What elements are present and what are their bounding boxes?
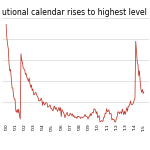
Text: utional calendar rises to highest level in s: utional calendar rises to highest level … [2,8,150,17]
